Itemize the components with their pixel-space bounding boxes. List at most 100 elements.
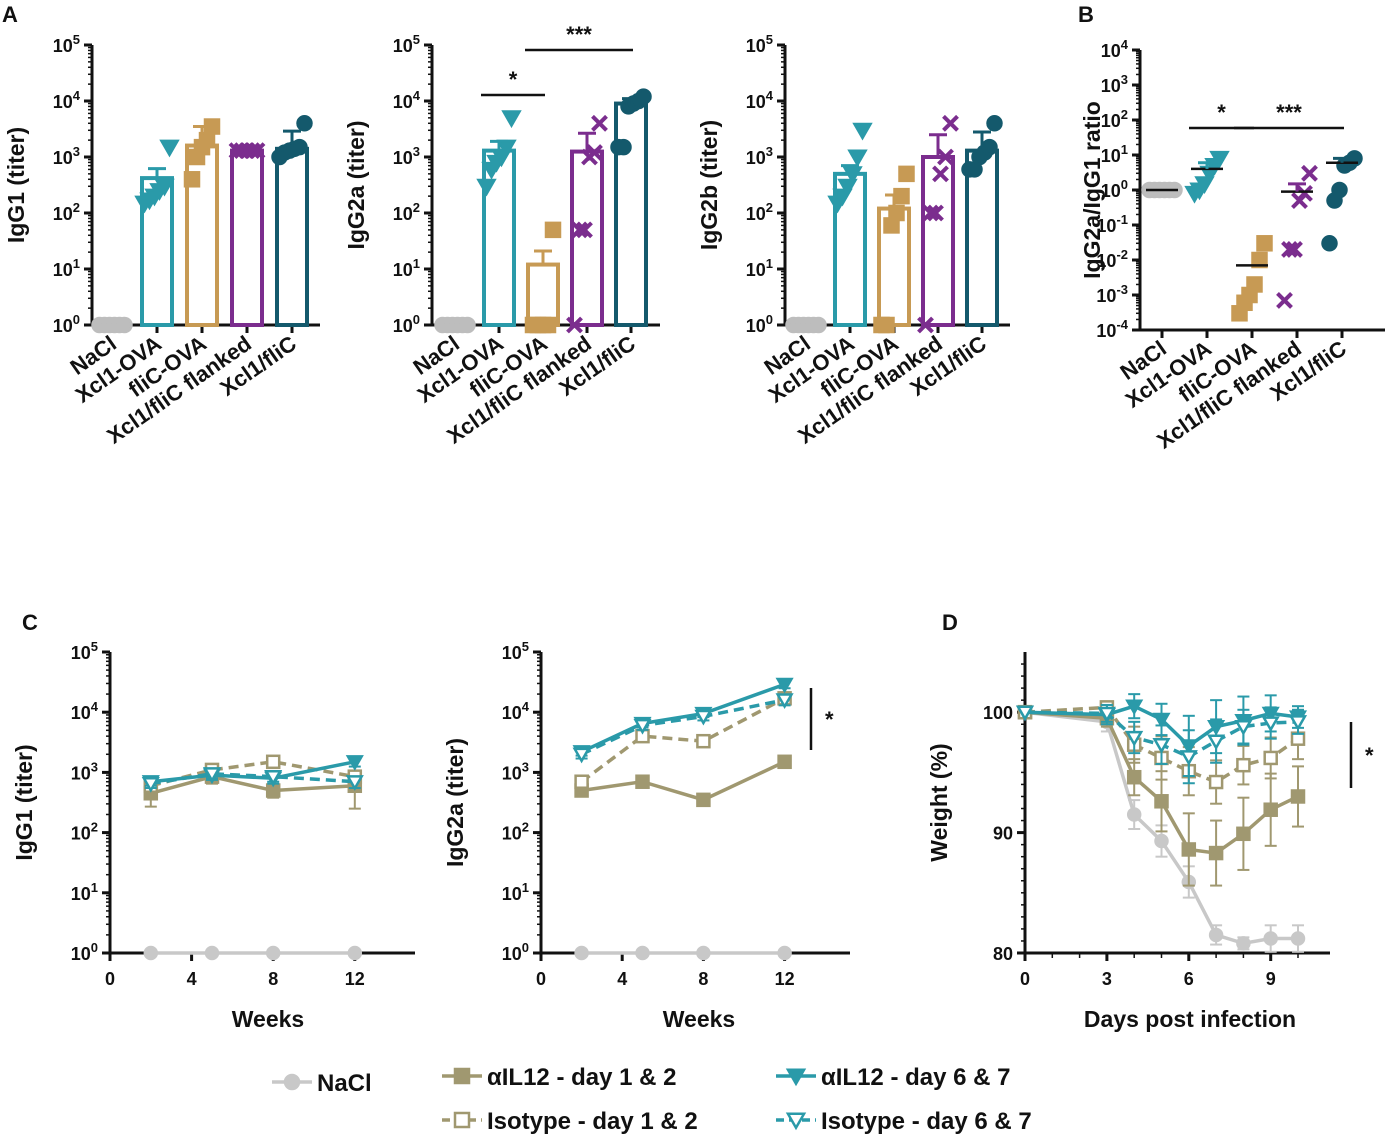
- y-axis-title: IgG2a (titer): [442, 738, 468, 867]
- data-point: [1097, 706, 1116, 723]
- panel-label-a: A: [2, 2, 18, 27]
- data-point: [198, 131, 216, 149]
- legend-marker: [453, 1111, 471, 1129]
- data-point: [1126, 807, 1142, 822]
- data-point: [777, 945, 792, 961]
- legend-marker: [785, 1112, 807, 1131]
- data-point: [574, 945, 589, 961]
- data-point: [1321, 235, 1338, 252]
- data-point: [1208, 927, 1224, 943]
- data-point: [1290, 789, 1306, 804]
- y-tick-label: 10-1: [1096, 212, 1128, 236]
- data-point: [1152, 712, 1171, 729]
- data-point: [1246, 276, 1263, 293]
- x-tick-label: 4: [617, 969, 627, 989]
- data-point: [574, 774, 589, 789]
- legend-label: NaCl: [317, 1070, 372, 1097]
- series-line: [150, 771, 355, 786]
- data-point: [1209, 150, 1230, 169]
- data-point: [1261, 716, 1280, 733]
- series-4: [141, 767, 364, 793]
- x-tick-label: 12: [345, 969, 365, 989]
- data-point: [1296, 184, 1313, 202]
- data-point: [571, 221, 588, 239]
- data-point: [932, 165, 949, 183]
- series-1: [574, 754, 792, 808]
- data-point: [1256, 235, 1273, 252]
- data-point: [345, 775, 364, 791]
- data-point: [566, 316, 583, 334]
- bar: [614, 101, 648, 327]
- data-point: [917, 316, 934, 334]
- legend-item: αIL12 - day 1 & 2: [442, 1064, 677, 1091]
- data-point: [1236, 936, 1251, 951]
- panel-label-c: C: [22, 610, 38, 635]
- significance-label: ***: [1276, 100, 1302, 125]
- legend-label: Isotype - day 6 & 7: [821, 1108, 1032, 1135]
- data-point: [265, 945, 281, 961]
- y-tick-label: 105: [393, 32, 420, 56]
- y-tick-label: 10-4: [1096, 317, 1128, 341]
- y-tick-label: 103: [71, 759, 98, 783]
- data-point: [893, 187, 910, 205]
- data-point: [1154, 833, 1169, 849]
- data-point: [810, 316, 827, 334]
- data-point: [1179, 750, 1198, 766]
- panel-label-b: B: [1078, 2, 1094, 27]
- series-line: [580, 696, 786, 784]
- y-tick-label: 103: [1101, 72, 1128, 96]
- data-point: [696, 733, 711, 749]
- y-tick-label: 90: [993, 824, 1013, 844]
- x-tick-label: 12: [775, 969, 795, 989]
- data-point: [496, 139, 517, 158]
- series-0: [574, 945, 792, 961]
- series-line: [1024, 705, 1300, 784]
- data-point: [981, 138, 998, 156]
- data-point: [635, 88, 652, 105]
- bar: [526, 262, 560, 328]
- data-point: [1286, 241, 1303, 258]
- bar: [921, 155, 955, 327]
- data-point: [635, 774, 650, 789]
- data-point: [1207, 734, 1226, 751]
- data-point: [243, 142, 261, 160]
- data-point: [1263, 802, 1278, 817]
- data-point: [248, 142, 266, 160]
- y-tick-label: 102: [746, 200, 773, 224]
- data-point: [1290, 931, 1306, 946]
- data-point: [878, 316, 895, 334]
- legend-item: Isotype - day 1 & 2: [442, 1108, 698, 1135]
- y-tick-label: 102: [502, 820, 529, 844]
- significance-label: *: [1217, 100, 1226, 125]
- y-tick-label: 104: [71, 699, 99, 723]
- legend-label: Isotype - day 1 & 2: [487, 1108, 698, 1135]
- y-tick-label: 101: [53, 256, 80, 280]
- chart-6: 80 90 100 0 3 6 9 Weight (%) Days post infection…: [926, 652, 1374, 1032]
- y-tick-label: 101: [502, 880, 529, 904]
- series-line: [150, 760, 356, 788]
- y-tick-label: 100: [502, 940, 529, 964]
- panel-label-d: D: [942, 610, 958, 635]
- bar: [275, 146, 309, 327]
- data-point: [1154, 794, 1169, 809]
- x-tick-label: 3: [1102, 969, 1112, 989]
- data-point: [1181, 842, 1197, 857]
- data-point: [345, 755, 364, 771]
- y-tick-label: 104: [53, 88, 81, 112]
- data-point: [1015, 705, 1035, 722]
- y-tick-label: 105: [746, 32, 773, 56]
- legend-item: αIL12 - day 6 & 7: [776, 1064, 1011, 1091]
- x-tick-label: 8: [268, 969, 278, 989]
- data-point: [1208, 845, 1224, 861]
- data-point: [696, 945, 711, 961]
- data-point: [986, 115, 1003, 132]
- data-point: [775, 677, 794, 694]
- y-tick-label: 10-2: [1096, 247, 1128, 271]
- y-tick-label: 100: [746, 312, 773, 336]
- legend-label: αIL12 - day 1 & 2: [487, 1064, 677, 1091]
- data-point: [264, 769, 283, 786]
- y-tick-label: 80: [993, 944, 1013, 964]
- data-point: [888, 204, 905, 222]
